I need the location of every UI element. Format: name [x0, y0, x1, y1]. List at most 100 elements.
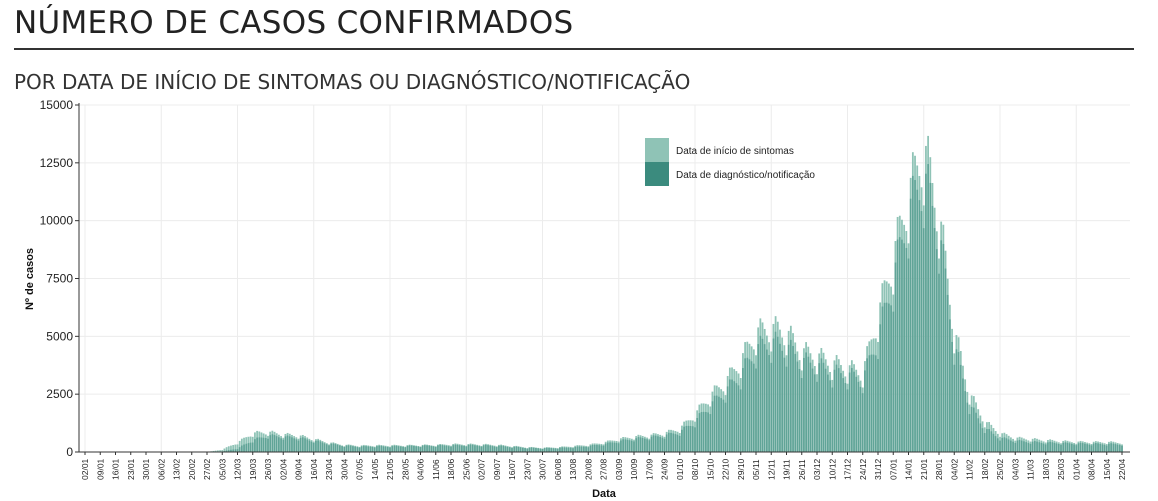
bar-diagnostico [1042, 443, 1045, 452]
bar-diagnostico [415, 446, 418, 452]
bar-diagnostico [1031, 441, 1034, 452]
bar-diagnostico [951, 341, 953, 452]
bar-diagnostico [589, 445, 592, 452]
bar-diagnostico [687, 425, 690, 452]
x-tick-label: 03/12 [812, 458, 822, 480]
bar-diagnostico [434, 446, 437, 452]
bar-diagnostico [399, 446, 402, 452]
bar-diagnostico [535, 448, 537, 452]
x-tick-label: 01/10 [675, 458, 685, 480]
bar-diagnostico [681, 429, 683, 452]
x-tick-label: 26/11 [797, 459, 807, 480]
x-tick-label: 21/05 [385, 458, 395, 480]
bar-diagnostico [596, 445, 598, 452]
bar-diagnostico [365, 446, 367, 452]
bar-diagnostico [565, 447, 568, 452]
bar-diagnostico [840, 373, 842, 452]
bar-diagnostico [722, 399, 725, 452]
bar-diagnostico [872, 354, 875, 452]
bar-diagnostico [1081, 443, 1084, 452]
bar-diagnostico [450, 446, 452, 452]
bar-diagnostico [384, 446, 387, 452]
bar-diagnostico [376, 446, 378, 452]
x-tick-label: 03/09 [614, 458, 624, 480]
bar-diagnostico [744, 358, 747, 452]
bar-diagnostico [990, 431, 993, 452]
bar-diagnostico [402, 446, 404, 452]
bar-diagnostico [992, 433, 995, 452]
bar-diagnostico [539, 448, 542, 452]
bar-diagnostico [249, 442, 252, 452]
bar-diagnostico [909, 198, 912, 452]
bar-diagnostico [452, 445, 455, 452]
bar-diagnostico [938, 273, 940, 452]
bar-diagnostico [580, 446, 583, 452]
bar-diagnostico [953, 364, 956, 452]
bar-diagnostico [454, 444, 457, 452]
bar-diagnostico [1075, 445, 1078, 452]
x-tick-label: 24/12 [858, 458, 868, 480]
bar-diagnostico [811, 368, 814, 452]
bar-diagnostico [251, 442, 254, 452]
bar-sintomas [230, 445, 232, 452]
bar-diagnostico [489, 445, 492, 452]
bar-diagnostico [1103, 444, 1106, 452]
bar-diagnostico [569, 447, 572, 452]
x-tick-label: 27/08 [599, 458, 609, 480]
bar-diagnostico [421, 445, 424, 452]
x-tick-label: 10/12 [827, 458, 837, 480]
bar-diagnostico [1070, 443, 1073, 452]
bar-diagnostico [321, 442, 324, 452]
x-tick-label: 02/07 [477, 458, 487, 480]
bar-diagnostico [763, 344, 766, 452]
bar-diagnostico [935, 249, 938, 452]
bar-diagnostico [999, 440, 1001, 452]
x-tick-label: 02/04 [278, 458, 288, 480]
bar-diagnostico [537, 448, 540, 452]
bar-diagnostico [386, 447, 389, 452]
bar-diagnostico [1099, 443, 1102, 452]
bar-diagnostico [441, 445, 444, 452]
bar-diagnostico [635, 438, 638, 452]
x-tick-label: 16/04 [309, 458, 319, 480]
bar-sintomas [219, 450, 221, 452]
bar-diagnostico [476, 445, 479, 452]
bar-diagnostico [576, 446, 579, 452]
bar-diagnostico [735, 383, 738, 452]
bar-diagnostico [942, 243, 945, 452]
bar-diagnostico [733, 381, 736, 452]
bar-diagnostico [1064, 442, 1067, 452]
legend-swatch-sintomas [645, 138, 669, 162]
bar-diagnostico [1016, 440, 1019, 452]
bar-diagnostico [685, 425, 688, 452]
bar-diagnostico [826, 374, 829, 452]
x-tick-label: 20/08 [583, 458, 593, 480]
bar-diagnostico [397, 446, 400, 452]
bar-diagnostico [550, 448, 553, 452]
bar-diagnostico [382, 446, 385, 452]
bar-diagnostico [905, 247, 908, 452]
bar-diagnostico [857, 381, 860, 452]
bar-diagnostico [606, 442, 609, 452]
bar-diagnostico [718, 396, 720, 452]
bar-diagnostico [373, 447, 376, 452]
bar-diagnostico [284, 436, 287, 452]
bar-diagnostico [378, 445, 381, 452]
bar-diagnostico [907, 258, 910, 452]
bar-diagnostico [247, 443, 250, 452]
bar-diagnostico [273, 435, 276, 452]
page-title: NÚMERO DE CASOS CONFIRMADOS [14, 5, 574, 41]
bar-diagnostico [901, 239, 903, 452]
bar-diagnostico [500, 445, 503, 452]
x-tick-label: 23/04 [324, 458, 334, 480]
bar-diagnostico [417, 446, 420, 452]
bar-sintomas [236, 444, 239, 452]
bar-diagnostico [428, 445, 431, 452]
bar-diagnostico [628, 440, 631, 452]
x-tick-label: 31/12 [873, 458, 883, 480]
bar-diagnostico [308, 440, 311, 452]
x-tick-label: 11/02 [965, 459, 975, 480]
bar-diagnostico [842, 378, 845, 452]
bar-diagnostico [306, 439, 309, 452]
bar-diagnostico [896, 239, 899, 452]
